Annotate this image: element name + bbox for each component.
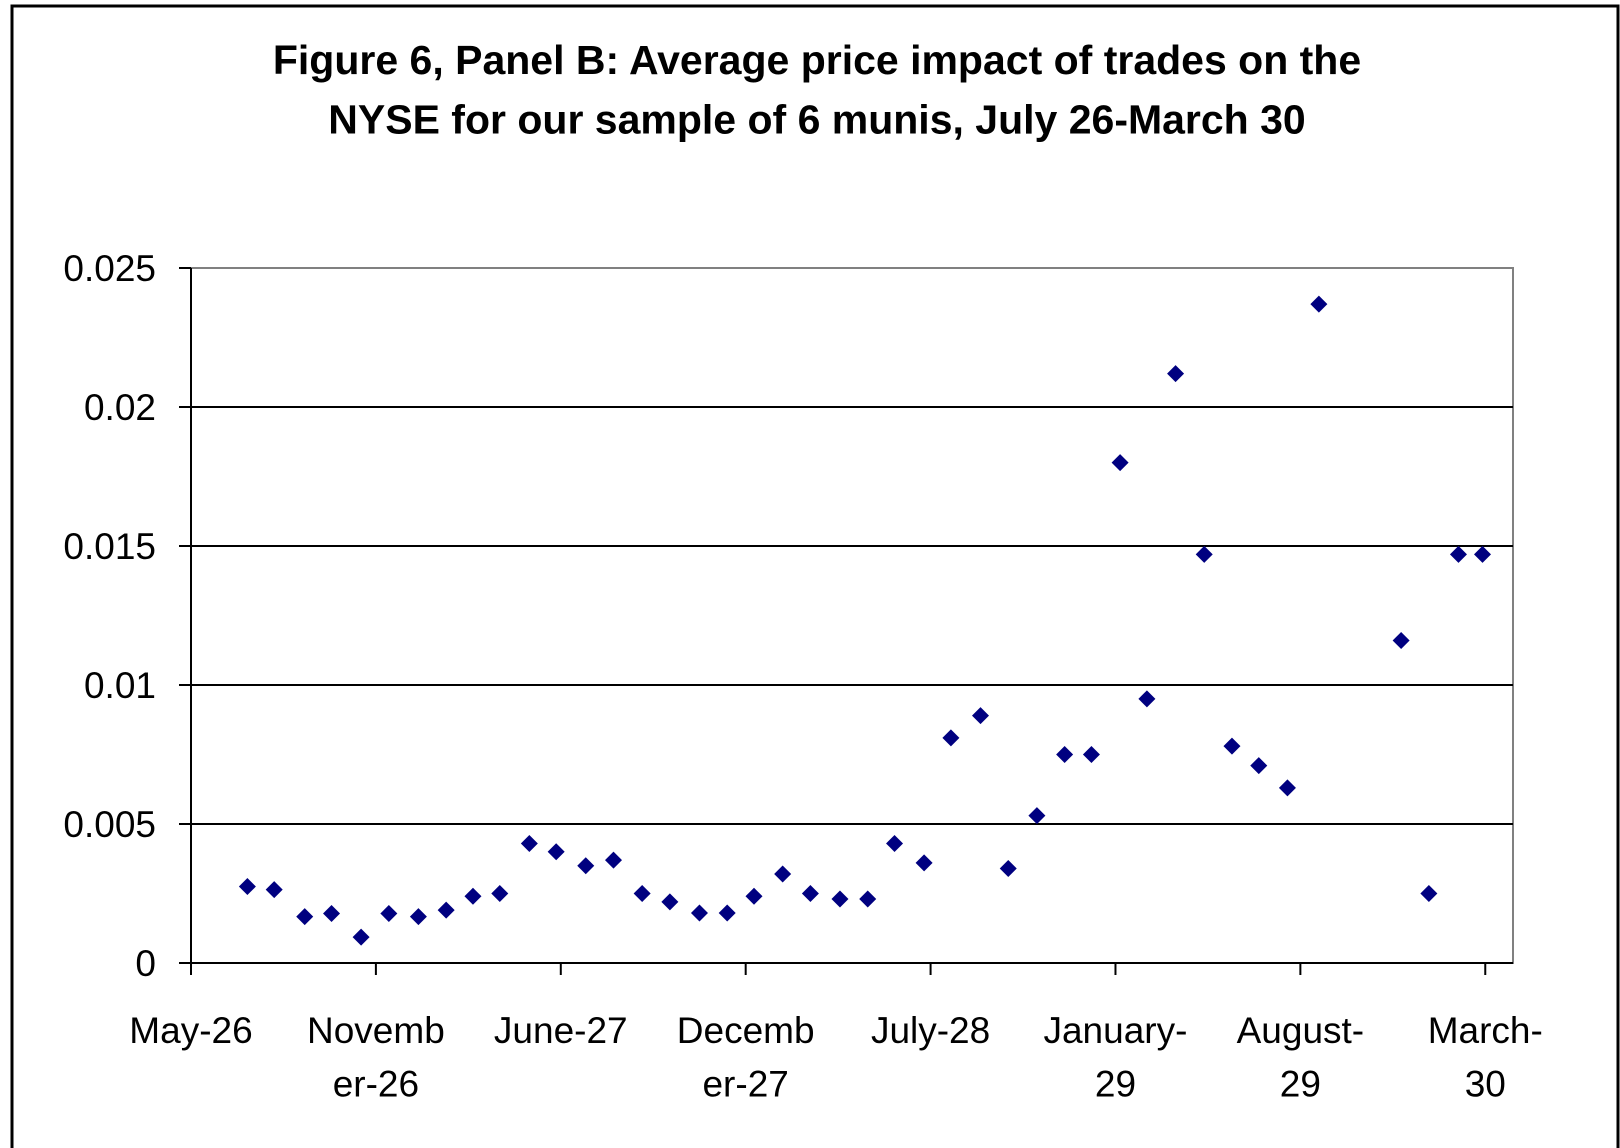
data-point bbox=[380, 905, 398, 923]
data-point bbox=[1473, 545, 1491, 563]
data-point bbox=[774, 865, 792, 883]
y-tick-label: 0 bbox=[135, 943, 156, 984]
data-point bbox=[296, 908, 314, 926]
y-tick-label: 0.02 bbox=[84, 387, 156, 428]
data-point bbox=[547, 843, 565, 861]
data-point bbox=[464, 887, 482, 905]
data-point bbox=[520, 834, 538, 852]
x-tick-label: Novemb er-26 bbox=[307, 1010, 445, 1105]
data-point bbox=[1223, 737, 1241, 755]
x-tick-label: May-26 bbox=[129, 1010, 252, 1051]
data-point bbox=[745, 887, 763, 905]
data-point bbox=[831, 890, 849, 908]
data-point bbox=[633, 885, 651, 902]
data-point bbox=[915, 854, 933, 872]
data-point bbox=[1449, 545, 1467, 563]
x-tick-label: July-28 bbox=[871, 1010, 990, 1051]
y-tick-label: 0.005 bbox=[63, 804, 156, 845]
data-point bbox=[577, 857, 595, 875]
plot-area bbox=[190, 267, 1514, 964]
data-point bbox=[352, 928, 370, 946]
y-tick-label: 0.01 bbox=[84, 665, 156, 706]
data-point bbox=[1278, 779, 1296, 797]
data-point bbox=[409, 908, 427, 926]
data-point bbox=[690, 904, 708, 922]
x-tick-label: June-27 bbox=[494, 1010, 628, 1051]
data-point bbox=[1310, 295, 1328, 313]
x-tick-label: March-30 bbox=[1428, 1010, 1543, 1105]
data-point bbox=[886, 834, 904, 852]
data-point bbox=[1167, 365, 1185, 383]
x-tick-label: August-29 bbox=[1237, 1010, 1365, 1105]
data-point bbox=[1420, 885, 1438, 902]
x-tick-label: Decemb er-27 bbox=[677, 1010, 815, 1105]
data-point bbox=[718, 904, 736, 922]
data-point bbox=[999, 859, 1017, 877]
data-point bbox=[972, 707, 990, 725]
data-point bbox=[1056, 746, 1074, 763]
chart-title: Figure 6, Panel B: Average price impact … bbox=[273, 37, 1361, 142]
data-point bbox=[1250, 757, 1268, 775]
data-point bbox=[604, 851, 622, 869]
data-point bbox=[661, 893, 679, 911]
data-point bbox=[238, 878, 256, 896]
data-point bbox=[942, 729, 960, 747]
data-point bbox=[801, 885, 819, 902]
data-point bbox=[437, 901, 455, 919]
data-point bbox=[859, 890, 877, 908]
data-point bbox=[1138, 690, 1156, 708]
data-point bbox=[1082, 746, 1100, 763]
data-point bbox=[1028, 807, 1046, 825]
data-point bbox=[1195, 545, 1213, 563]
data-point bbox=[1111, 454, 1129, 472]
data-point bbox=[265, 881, 283, 899]
y-tick-label: 0.025 bbox=[63, 248, 156, 289]
data-point bbox=[1392, 632, 1410, 650]
data-point bbox=[323, 905, 341, 923]
y-tick-label: 0.015 bbox=[63, 526, 156, 567]
data-point bbox=[491, 885, 509, 902]
x-tick-label: January-29 bbox=[1043, 1010, 1187, 1105]
